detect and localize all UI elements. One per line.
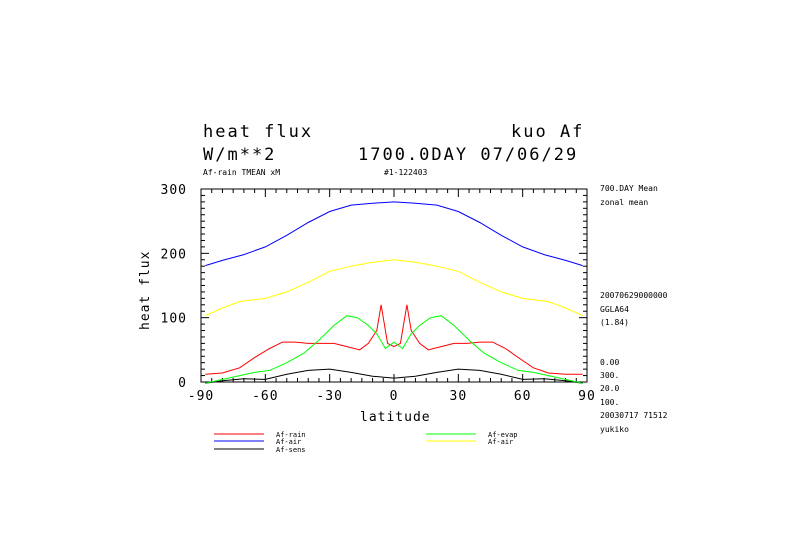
y-tick-label: 200 (161, 247, 187, 262)
x-tick-label: 0 (390, 389, 399, 404)
grid-label: GGLA64 (600, 305, 629, 314)
param-value-2: 300. (600, 371, 620, 380)
x-tick-label: -30 (316, 389, 342, 404)
experiment-label: kuo Af (511, 122, 585, 142)
scale-label: (1.84) (600, 318, 629, 327)
y-tick-label: 0 (178, 376, 187, 391)
units-label: W/m**2 (203, 145, 277, 165)
x-tick-label: -60 (252, 389, 278, 404)
mean-label: 700.DAY Mean (600, 184, 658, 193)
date-label: 20070629000000 (600, 291, 668, 300)
y-tick-label: 100 (161, 312, 187, 327)
series-line-af-rain-0 (205, 304, 583, 375)
param-value-1: 0.00 (600, 358, 620, 367)
param-value-4: 100. (600, 398, 620, 407)
series-line-af-sens-2 (205, 368, 583, 384)
run-id-label: #1-122403 (384, 168, 428, 177)
legend-label: Af-rain (276, 431, 306, 439)
x-tick-label: 30 (450, 389, 468, 404)
series-line-af-evap-3 (205, 315, 583, 384)
time-label: 1700.0DAY 07/06/29 (358, 145, 579, 165)
user-label: yukiko (600, 425, 629, 434)
series-line-af-air-4 (205, 259, 583, 317)
y-tick-label: 300 (161, 183, 187, 198)
x-axis-label: latitude (360, 410, 431, 425)
series-line-af-air-1 (205, 201, 583, 267)
zonal-mean-label: zonal mean (600, 198, 649, 207)
x-tick-label: -90 (188, 389, 214, 404)
chart-title: heat flux (203, 122, 314, 142)
x-tick-label: 60 (514, 389, 532, 404)
legend-label: Af-air (276, 438, 301, 446)
variable-label: Af-rain TMEAN xM (203, 168, 281, 177)
legend-label: Af-sens (276, 446, 306, 454)
param-value-3: 20.0 (600, 384, 620, 393)
legend-label: Af-evap (488, 431, 518, 439)
timestamp-label: 20030717 71512 (600, 411, 668, 420)
x-tick-label: 90 (578, 389, 596, 404)
legend-label: Af-air (488, 438, 513, 446)
plot-frame (200, 188, 588, 383)
